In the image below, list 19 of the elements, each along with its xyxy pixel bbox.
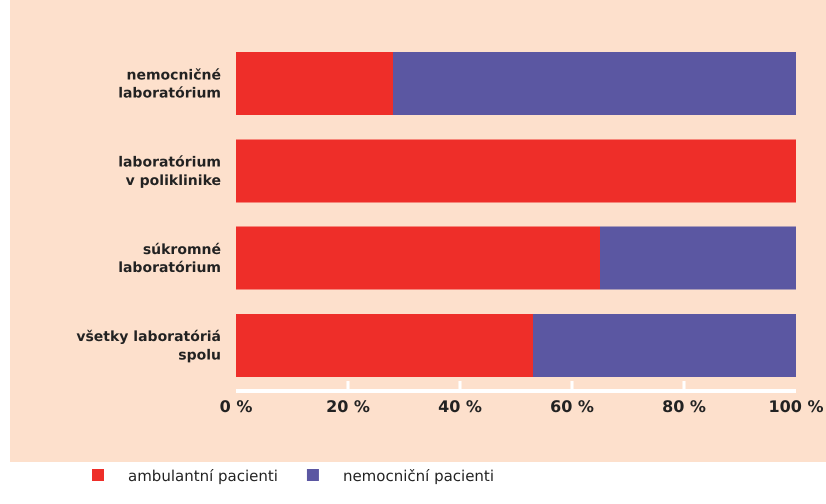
y-tick-label: laboratórium v poliklinike <box>118 154 221 189</box>
legend-label: ambulantní pacienti <box>128 466 278 485</box>
bar <box>236 52 393 116</box>
x-tick-label: 100 % <box>768 397 824 416</box>
x-tick-label: 0 % <box>220 397 252 416</box>
bar <box>392 52 796 116</box>
x-tick-label: 80 % <box>662 397 706 416</box>
x-tick-label: 40 % <box>438 397 482 416</box>
bar <box>236 314 533 377</box>
bar <box>236 226 600 290</box>
legend-label: nemocniční pacienti <box>342 466 494 485</box>
y-tick-label: nemocničné laboratórium <box>118 67 221 102</box>
x-tick-label: 20 % <box>326 397 370 416</box>
y-tick-label: všetky laboratóriá spolu <box>76 329 221 364</box>
x-tick-label: 60 % <box>550 397 594 416</box>
bar <box>600 226 796 290</box>
y-tick-label: súkromné laboratórium <box>118 242 221 276</box>
bar <box>532 314 796 377</box>
bar <box>236 139 796 202</box>
